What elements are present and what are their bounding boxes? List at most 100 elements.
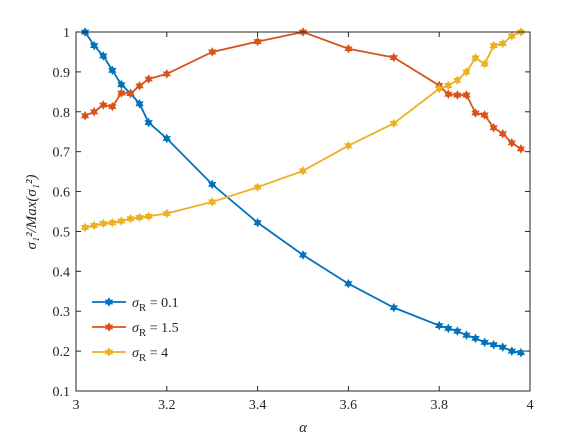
y-tick-label: 0.3: [53, 305, 71, 320]
data-point: [480, 110, 489, 120]
legend-marker: [104, 297, 114, 307]
y-axis-label-text: σ₁²/Max(σ₁²): [24, 174, 40, 249]
legend-label: σR = 1.5: [132, 321, 179, 339]
legend-marker: [104, 347, 114, 357]
legend-marker: [104, 322, 114, 332]
data-point: [489, 40, 498, 51]
y-tick-label: 0.7: [53, 146, 71, 161]
data-point: [498, 342, 507, 352]
data-point: [344, 43, 353, 54]
data-point: [89, 106, 99, 117]
data-point: [507, 346, 517, 356]
data-point: [89, 220, 99, 231]
data-point: [344, 278, 353, 289]
data-point: [144, 211, 153, 222]
svg-text:σ₁²/Max(σ₁²): σ₁²/Max(σ₁²): [24, 174, 40, 249]
data-point: [298, 165, 308, 176]
data-point: [389, 302, 398, 313]
legend-entry-2: σR = 1.5: [92, 321, 179, 339]
data-point: [498, 38, 507, 49]
data-point: [80, 110, 90, 121]
y-tick-label: 0.4: [53, 265, 71, 280]
x-tick-label: 3.8: [430, 398, 448, 413]
data-point: [462, 90, 471, 100]
data-point: [162, 69, 171, 79]
x-axis-label: α: [299, 420, 308, 436]
data-point: [298, 250, 308, 260]
data-point: [389, 52, 398, 63]
axes-layer: 3 3.2 3.4 3.6 3.8 4 0.1 0.2 0.3 0.4 0.5 0.6 0.7 0.8 0.…: [53, 26, 534, 413]
y-axis-label: σ₁²/Max(σ₁²): [24, 174, 40, 249]
data-point: [471, 53, 480, 63]
data-point: [489, 339, 498, 350]
legend-entry-3: σR = 4: [92, 346, 168, 364]
data-point: [462, 67, 471, 77]
x-tick-label: 3.4: [249, 398, 267, 413]
data-point: [507, 31, 517, 41]
data-point: [480, 59, 489, 69]
data-point: [135, 212, 144, 223]
data-point: [516, 144, 526, 154]
data-point: [253, 182, 262, 193]
data-point: [108, 101, 117, 112]
y-tick-label: 1: [63, 26, 70, 41]
data-point: [117, 216, 126, 226]
data-point: [435, 83, 444, 94]
data-point: [162, 208, 171, 219]
x-tick-label: 3.6: [340, 398, 358, 413]
data-point: [489, 122, 498, 133]
data-point: [516, 347, 526, 358]
data-point: [507, 138, 517, 148]
data-point: [144, 74, 153, 84]
data-point: [480, 337, 489, 348]
data-point: [253, 36, 262, 47]
data-point: [135, 81, 144, 91]
data-point: [162, 133, 171, 144]
data-point: [108, 65, 117, 76]
data-point: [135, 98, 144, 109]
y-tick-label: 0.6: [53, 186, 71, 201]
data-point: [498, 128, 507, 139]
data-point: [99, 51, 108, 61]
x-tick-label: 4: [527, 398, 534, 413]
y-tick-label: 0.8: [53, 106, 71, 121]
data-point: [80, 222, 90, 233]
data-point: [99, 100, 108, 110]
data-point: [126, 213, 135, 224]
data-point: [126, 88, 135, 99]
data-point: [453, 90, 462, 100]
x-tick-label: 3: [73, 398, 80, 413]
data-point: [253, 217, 262, 228]
x-tick-label: 3.2: [158, 398, 176, 413]
data-point: [208, 197, 217, 207]
data-point: [453, 75, 462, 86]
data-point: [462, 330, 471, 341]
data-point: [117, 88, 126, 98]
data-point: [444, 323, 453, 334]
data-point: [453, 326, 462, 337]
data-point: [108, 217, 117, 228]
axes-box: [75, 31, 531, 392]
data-point: [444, 89, 453, 100]
data-point: [99, 218, 108, 229]
series-2: [80, 27, 526, 154]
data-point: [471, 333, 480, 344]
legend-entry-1: σR = 0.1: [92, 296, 179, 314]
data-point: [389, 118, 398, 129]
legend-label: σR = 4: [132, 346, 168, 364]
series-3: [80, 27, 526, 233]
y-tick-label: 0.1: [53, 385, 71, 400]
legend-label: σR = 0.1: [132, 296, 179, 314]
data-point: [144, 117, 153, 128]
data-point: [444, 80, 453, 91]
legend: σR = 0.1 σR = 1.5 σR = 4: [85, 284, 235, 369]
y-tick-label: 0.2: [53, 345, 71, 360]
series-layer: [80, 27, 526, 358]
y-tick-label: 0.9: [53, 66, 71, 81]
data-point: [435, 320, 444, 331]
y-tick-label: 0.5: [53, 225, 71, 240]
data-point: [208, 179, 217, 190]
data-point: [208, 47, 217, 57]
data-point: [89, 40, 99, 51]
